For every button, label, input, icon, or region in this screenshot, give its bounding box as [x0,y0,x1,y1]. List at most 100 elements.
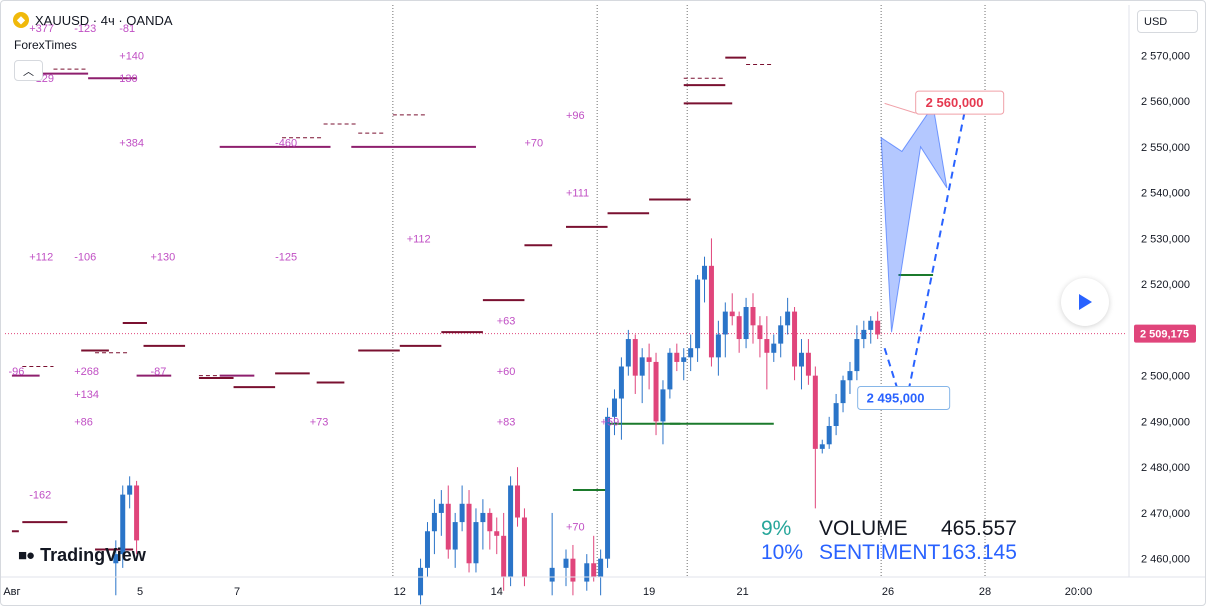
level-annotation: +96 [566,110,585,122]
candle [729,293,735,326]
candle [764,316,770,390]
candle-body [778,325,784,344]
candle [598,549,604,596]
candle [521,508,527,587]
candle-body [591,563,597,577]
sentiment-label: SENTIMENT [819,541,941,564]
level-annotation: +112 [407,233,431,245]
candle-body [501,535,507,577]
candle-body [521,517,527,577]
candle [785,297,791,335]
candle-body [570,558,576,582]
candle-body [438,503,444,513]
candle [563,549,569,587]
candle [632,334,638,394]
target-label-pointer [884,102,916,114]
current-price-tag [1134,324,1196,343]
candle-body [729,311,735,317]
candle [854,325,860,381]
candle-body [743,307,749,340]
candle-body [722,311,728,335]
candle-body [598,558,604,577]
currency-button[interactable]: USD [1137,10,1198,33]
candle [840,375,846,413]
level-annotation: +60 [497,366,516,378]
candle [875,311,881,340]
candle [812,366,818,509]
x-axis-tick-label: 12 [394,586,406,598]
level-annotation: -87 [150,366,166,378]
candle [667,348,673,399]
candle [431,499,437,555]
candle [549,512,555,596]
candle-body [563,558,569,568]
candle-body [847,371,853,381]
candle-body [515,485,521,518]
candle [674,343,680,372]
level-annotation: +111 [566,188,589,200]
candle-body [708,265,714,358]
candle-body [113,554,119,564]
collapse-button[interactable]: ︿ [14,60,43,81]
y-axis-tick-label: 2 470,000 [1141,508,1190,520]
candle-body [508,485,514,577]
candle-body [798,352,804,367]
candle [868,316,874,344]
x-axis-tick-label: 20:00 [1065,586,1093,598]
candle-body [452,522,458,550]
candle-body [549,567,555,582]
candle-body [785,311,791,326]
candle-body [736,316,742,340]
candle-body [584,563,590,582]
symbol-title: XAUUSD · 4ч · OANDA [35,12,173,28]
candle-body [792,311,798,367]
candle [134,480,140,555]
volume-label: VOLUME [819,517,908,540]
play-icon [1079,294,1092,310]
support-label-box [857,386,951,411]
support-label-text: 2 495,000 [867,391,925,406]
y-axis-tick-label: 2 560,000 [1141,96,1190,108]
target-label-text: 2 560,000 [926,95,984,110]
candle-body [653,361,659,422]
candle-body [480,512,486,523]
candle-body [826,425,832,445]
candle [757,316,763,358]
level-annotation: +377 [29,23,54,35]
tradingview-logo-text: TradingView [40,545,146,565]
target-label-box [915,90,1005,115]
candle-body [667,352,673,390]
level-annotation: 130 [119,73,137,85]
candle [736,311,742,353]
x-axis-tick-label: 26 [882,586,894,598]
sentiment-value: 163.145 [941,541,1017,564]
current-price-tag-text: 2 509,175 [1140,329,1189,341]
tradingview-logo[interactable]: ■● TradingView [18,545,146,566]
level-annotation: -96 [8,366,24,378]
candle-body [611,398,617,417]
candle [778,316,784,358]
candle [715,320,721,376]
candle [424,522,430,577]
level-annotation: +70 [524,137,543,149]
play-button[interactable] [1061,278,1109,326]
candle-body [120,494,126,555]
candle [473,508,479,573]
x-axis-tick-label: 19 [643,586,655,598]
candle-body [605,416,611,559]
candle-body [757,325,763,340]
candle-body [632,339,638,376]
candle-body [688,348,694,358]
candle [750,293,756,344]
candle-body [819,444,825,449]
symbol-header[interactable]: ◆ XAUUSD · 4ч · OANDA [13,12,173,28]
candle [639,348,645,404]
publisher-label: ForexTimes [14,38,77,52]
candle-body [875,320,881,335]
candle-body [868,320,874,330]
candle [452,512,458,568]
candle [466,490,472,573]
level-annotation: -125 [275,252,297,264]
candle [819,439,825,454]
